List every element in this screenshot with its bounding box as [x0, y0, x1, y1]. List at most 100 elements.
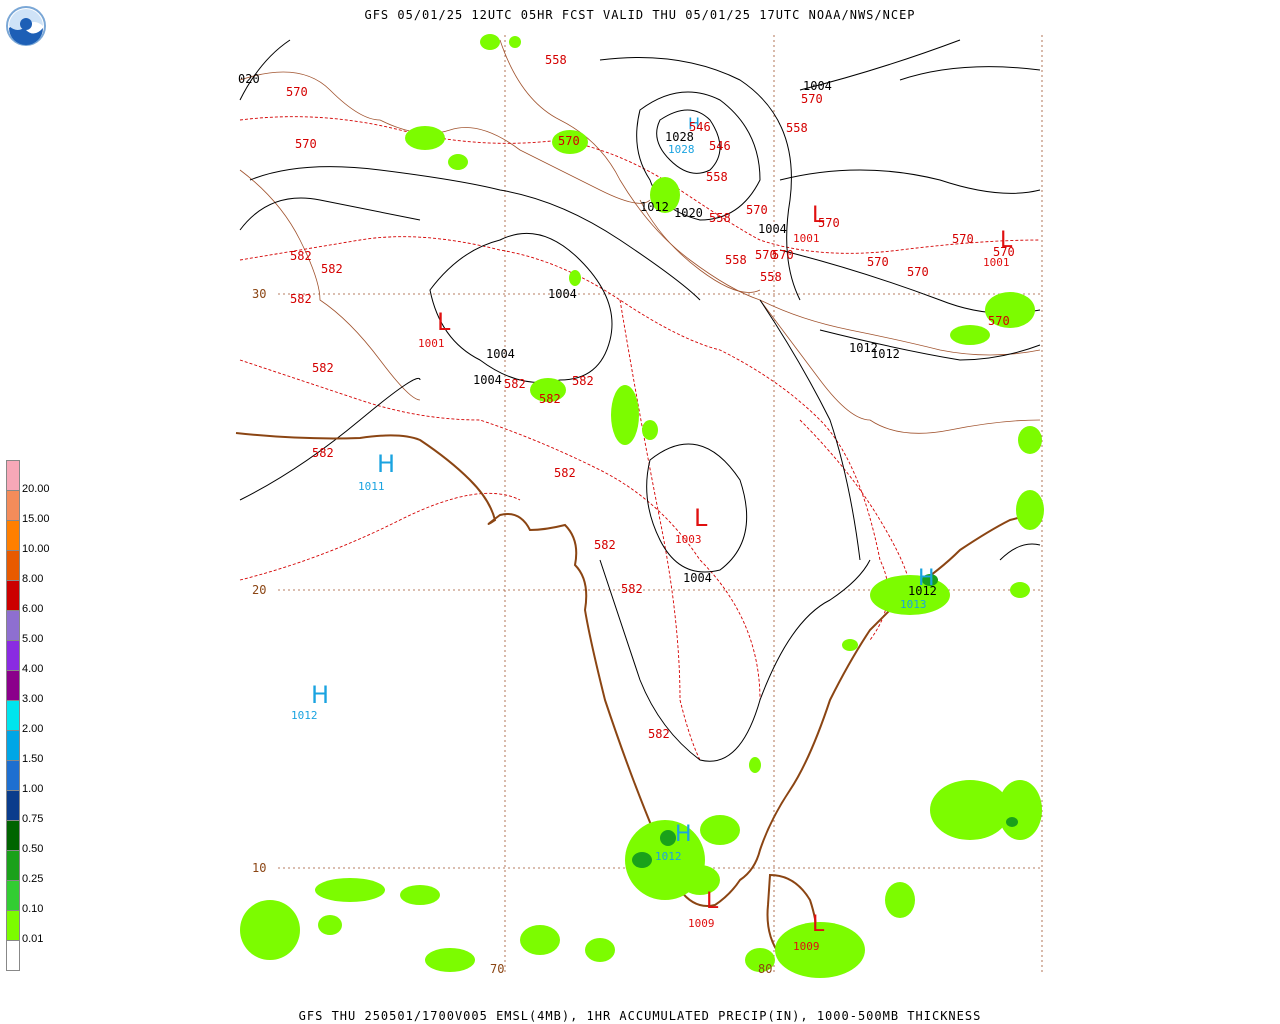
legend-label: 0.25	[22, 873, 44, 885]
thickness-label: 570	[867, 255, 889, 269]
legend-label: 10.00	[22, 543, 50, 555]
low-value: 1001	[983, 256, 1010, 269]
legend-swatch	[6, 700, 20, 730]
legend-swatch	[6, 550, 20, 580]
lat-label-30: 30	[252, 287, 267, 301]
lon-label-70: 70	[490, 962, 505, 976]
thickness-label: 546	[689, 120, 711, 134]
low-value: 1001	[793, 232, 820, 245]
legend-swatch	[6, 910, 20, 940]
legend-label: 5.00	[22, 633, 44, 645]
legend-label: 0.50	[22, 843, 44, 855]
low-symbol: L	[812, 203, 825, 228]
high-symbol: H	[377, 450, 396, 478]
legend-label: 1.50	[22, 753, 44, 765]
thickness-label: 582	[554, 466, 576, 480]
isobar-label: 1004	[683, 571, 712, 585]
thickness-label: 582	[290, 249, 312, 263]
thickness-label: 546	[709, 139, 731, 153]
isobar-label: 1004	[473, 373, 502, 387]
low-value: 1001	[418, 337, 445, 350]
thickness-label: 582	[594, 538, 616, 552]
low-value: 1009	[688, 917, 715, 930]
country-borders	[239, 39, 1041, 434]
legend-swatch	[6, 820, 20, 850]
map-title: GFS 05/01/25 12UTC 05HR FCST VALID THU 0…	[364, 8, 916, 22]
low-symbol: L	[706, 889, 719, 914]
high-symbol: H	[688, 114, 701, 133]
thickness-label: 570	[558, 134, 580, 148]
thickness-contours	[239, 116, 1041, 761]
legend-swatch	[6, 670, 20, 700]
low-value: 1003	[675, 533, 702, 546]
thickness-label: 570	[746, 203, 768, 217]
high-symbol: H	[675, 822, 692, 847]
legend-swatch	[6, 940, 20, 971]
thickness-label: 570	[755, 248, 777, 262]
thickness-label: 582	[312, 446, 334, 460]
isobar-label: 1012	[908, 584, 937, 598]
legend-swatch	[6, 460, 20, 490]
low-symbol: L	[812, 912, 825, 937]
thickness-label: 570	[907, 265, 929, 279]
legend-label: 4.00	[22, 663, 44, 675]
legend-swatch	[6, 490, 20, 520]
noaa-logo	[6, 6, 46, 46]
thickness-label: 570	[818, 216, 840, 230]
isobar-label: 1004	[803, 79, 832, 93]
legend-label: 0.10	[22, 903, 44, 915]
isobar-label: 1012	[871, 347, 900, 361]
thickness-label: 570	[993, 245, 1015, 259]
low-symbol: L	[437, 308, 451, 336]
precip-legend	[6, 460, 20, 971]
legend-swatch	[6, 520, 20, 550]
lat-label-20: 20	[252, 583, 267, 597]
legend-label: 1.00	[22, 783, 44, 795]
isobar-label: 1004	[486, 347, 515, 361]
low-symbol: L	[694, 504, 708, 532]
high-value: 1028	[668, 143, 695, 156]
thickness-label: 582	[504, 377, 526, 391]
high-value: 1012	[291, 709, 318, 722]
legend-swatch	[6, 850, 20, 880]
precip-areas	[240, 34, 1044, 978]
high-value: 1013	[900, 598, 927, 611]
thickness-label: 582	[321, 262, 343, 276]
thickness-label: 582	[572, 374, 594, 388]
isobar-label: 1020	[674, 206, 703, 220]
legend-swatch	[6, 790, 20, 820]
legend-label: 3.00	[22, 693, 44, 705]
thickness-label: 582	[290, 292, 312, 306]
low-value: 1009	[793, 940, 820, 953]
high-value: 1012	[655, 850, 682, 863]
legend-label: 2.00	[22, 723, 44, 735]
thickness-label: 570	[952, 232, 974, 246]
legend-swatch	[6, 760, 20, 790]
legend-label: 6.00	[22, 603, 44, 615]
thickness-label: 558	[786, 121, 808, 135]
legend-label: 15.00	[22, 513, 50, 525]
legend-label: 8.00	[22, 573, 44, 585]
thickness-label: 582	[621, 582, 643, 596]
lon-label-80: 80	[758, 962, 773, 976]
thickness-label: 582	[312, 361, 334, 375]
legend-swatch	[6, 610, 20, 640]
legend-swatch	[6, 880, 20, 910]
thickness-label: 582	[648, 727, 670, 741]
isobar-label: 1028	[665, 130, 694, 144]
low-symbol: L	[1000, 228, 1013, 253]
thickness-label: 558	[545, 53, 567, 67]
high-symbol: H	[918, 566, 935, 591]
high-value: 1011	[358, 480, 385, 493]
thickness-label: 570	[286, 85, 308, 99]
legend-label: 0.01	[22, 933, 44, 945]
thickness-label: 582	[539, 392, 561, 406]
thickness-label: 570	[295, 137, 317, 151]
legend-swatch	[6, 640, 20, 670]
isobar-label: 1012	[849, 341, 878, 355]
corner-label: 020	[238, 72, 260, 86]
thickness-label: 570	[772, 248, 794, 262]
precip-moderate	[632, 574, 1018, 868]
